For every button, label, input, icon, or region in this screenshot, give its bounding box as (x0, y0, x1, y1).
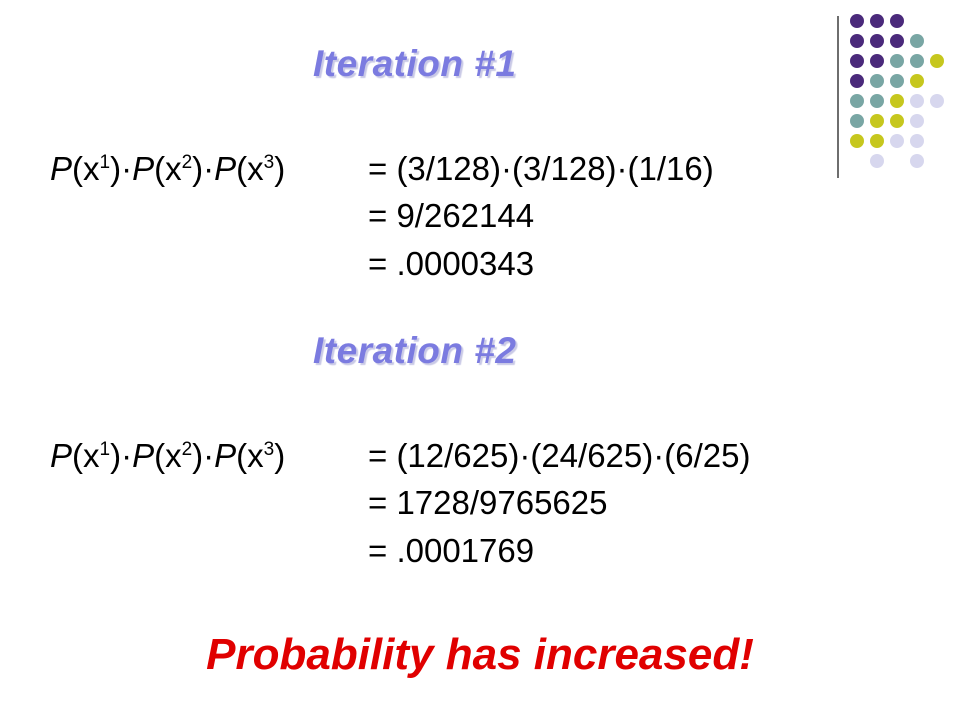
lhs-p: P (50, 437, 73, 474)
decorative-dot-grid (850, 14, 950, 168)
lhs-p: P (50, 150, 73, 187)
lhs-p: P (132, 150, 155, 187)
decorative-dot (870, 54, 884, 68)
conclusion-text: Probability has increased! (206, 630, 754, 679)
lhs-sup: 3 (263, 152, 275, 173)
lhs-text: )· (110, 437, 133, 474)
lhs-x: (x (236, 437, 264, 474)
decorative-dot (850, 134, 864, 148)
decorative-dot (870, 14, 884, 28)
decorative-dot (890, 34, 904, 48)
decorative-dot (910, 134, 924, 148)
decorative-dot (890, 134, 904, 148)
decorative-dot (910, 54, 924, 68)
lhs-dot-p: )·P (192, 150, 236, 187)
decorative-dot (910, 34, 924, 48)
lhs-p: P (214, 150, 237, 187)
decorative-dot (870, 34, 884, 48)
decorative-dot (870, 74, 884, 88)
decorative-dot (930, 94, 944, 108)
iteration-1-line-1: = (3/128)·(3/128)·(1/16) (368, 150, 714, 187)
decorative-dot (850, 114, 864, 128)
decorative-dot (910, 74, 924, 88)
decorative-dot (910, 114, 924, 128)
decorative-dot (850, 94, 864, 108)
lhs-x: (x (154, 150, 182, 187)
decorative-dot (890, 114, 904, 128)
iteration-2-line-1: = (12/625)·(24/625)·(6/25) (368, 437, 751, 474)
decorative-dot (930, 54, 944, 68)
decorative-dot (890, 14, 904, 28)
iteration-1-line-2: = 9/262144 (368, 197, 535, 234)
decorative-dot (850, 54, 864, 68)
iteration-2-line-3: = .0001769 (368, 532, 535, 569)
decorative-dot (890, 74, 904, 88)
lhs-x: (x (236, 150, 264, 187)
lhs-close: ) (274, 150, 286, 187)
decorative-dot (890, 94, 904, 108)
lhs-p: P (214, 437, 237, 474)
lhs-text: )· (192, 150, 215, 187)
decorative-dot (870, 114, 884, 128)
lhs-dot-p: )·P (110, 150, 154, 187)
iteration-1-lhs: P(x1)·P(x2)·P(x3) (50, 150, 285, 188)
lhs-x: (x (72, 150, 100, 187)
vertical-divider (837, 16, 839, 178)
lhs-text: )· (110, 150, 133, 187)
lhs-sup: 2 (181, 152, 193, 173)
iteration-2-title: Iteration #2 (313, 330, 517, 371)
decorative-dot (850, 74, 864, 88)
lhs-p: P (132, 437, 155, 474)
decorative-dot (910, 94, 924, 108)
lhs-sup: 1 (99, 152, 111, 173)
decorative-dot (870, 154, 884, 168)
decorative-dot (870, 94, 884, 108)
decorative-dot (890, 54, 904, 68)
lhs-close: ) (274, 437, 286, 474)
lhs-sup: 2 (181, 439, 193, 460)
iteration-2-lhs: P(x1)·P(x2)·P(x3) (50, 437, 285, 475)
lhs-sup: 1 (99, 439, 111, 460)
lhs-x: (x (72, 437, 100, 474)
lhs-dot-p: )·P (192, 437, 236, 474)
iteration-1-title: Iteration #1 (313, 43, 517, 84)
lhs-x: (x (154, 437, 182, 474)
decorative-dot (910, 154, 924, 168)
decorative-dot (850, 34, 864, 48)
lhs-sup: 3 (263, 439, 275, 460)
lhs-text: )· (192, 437, 215, 474)
decorative-dot (870, 134, 884, 148)
decorative-dot (850, 14, 864, 28)
lhs-dot-p: )·P (110, 437, 154, 474)
iteration-2-line-2: = 1728/9765625 (368, 484, 608, 521)
iteration-1-line-3: = .0000343 (368, 245, 535, 282)
